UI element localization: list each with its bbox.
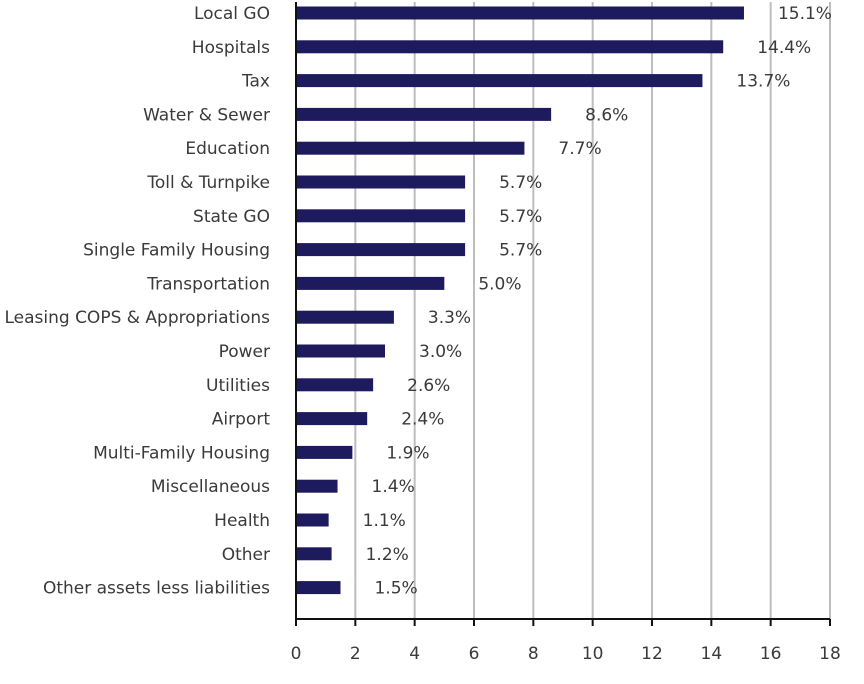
data-label: 3.0%: [419, 342, 462, 362]
category-label: Single Family Housing: [83, 241, 270, 261]
bar: [297, 141, 525, 155]
data-label: 5.7%: [499, 207, 542, 227]
data-label: 13.7%: [736, 72, 790, 92]
bar: [297, 209, 466, 223]
bar: [297, 276, 445, 290]
x-tick-label: 14: [701, 644, 723, 664]
data-label: 1.9%: [386, 443, 429, 463]
data-label: 1.4%: [372, 477, 415, 497]
bar: [297, 175, 466, 189]
bar: [297, 378, 374, 392]
bars-layer: [297, 6, 744, 595]
bar: [297, 74, 703, 88]
bar: [297, 479, 338, 493]
x-tick-label: 16: [760, 644, 782, 664]
x-tick-label: 6: [469, 644, 480, 664]
labels-layer: 0 2 4 6 8 10 12 14 16 18 Local GO 15.1% Hospitals 14.…: [4, 4, 840, 664]
bar: [297, 107, 552, 121]
category-label: Power: [219, 342, 270, 362]
data-label: 2.6%: [407, 376, 450, 396]
bar: [297, 547, 332, 561]
data-label: 1.5%: [375, 579, 418, 599]
data-label: 5.7%: [499, 173, 542, 193]
data-label: 1.2%: [366, 545, 409, 565]
x-tick-label: 8: [528, 644, 539, 664]
x-tick-label: 18: [819, 644, 841, 664]
bar: [297, 412, 368, 426]
data-label: 8.6%: [585, 105, 628, 125]
category-label: Utilities: [206, 376, 270, 396]
x-tick-label: 0: [291, 644, 302, 664]
x-tick-label: 12: [641, 644, 663, 664]
data-label: 7.7%: [558, 139, 601, 159]
data-label: 5.0%: [478, 274, 521, 294]
bar: [297, 243, 466, 257]
category-label: Education: [185, 139, 270, 159]
axes-layer: [295, 2, 831, 626]
category-label: Hospitals: [192, 38, 270, 58]
data-label: 3.3%: [428, 308, 471, 328]
data-label: 15.1%: [778, 4, 832, 24]
bar: [297, 513, 329, 527]
category-label: Toll & Turnpike: [146, 173, 270, 193]
bar: [297, 6, 744, 20]
category-label: Multi-Family Housing: [93, 443, 270, 463]
category-label: Local GO: [194, 4, 270, 24]
category-label: Health: [214, 511, 270, 531]
data-label: 1.1%: [363, 511, 406, 531]
x-tick-label: 10: [582, 644, 604, 664]
category-label: Transportation: [146, 274, 270, 294]
x-tick-label: 2: [350, 644, 361, 664]
category-label: Miscellaneous: [151, 477, 270, 497]
bar: [297, 310, 394, 324]
category-label: Other: [222, 545, 270, 565]
bar: [297, 344, 385, 358]
data-label: 2.4%: [401, 410, 444, 430]
grid-layer: [354, 2, 831, 619]
category-label: Water & Sewer: [143, 105, 270, 125]
category-label: Tax: [241, 72, 270, 92]
bar: [297, 581, 341, 595]
category-label: Other assets less liabilities: [43, 579, 270, 599]
x-tick-label: 4: [409, 644, 420, 664]
bar: [297, 40, 724, 54]
data-label: 5.7%: [499, 241, 542, 261]
data-label: 14.4%: [757, 38, 811, 58]
bar: [297, 445, 353, 459]
category-label: Leasing COPS & Appropriations: [4, 308, 270, 328]
category-label: Airport: [212, 410, 271, 430]
category-label: State GO: [193, 207, 270, 227]
